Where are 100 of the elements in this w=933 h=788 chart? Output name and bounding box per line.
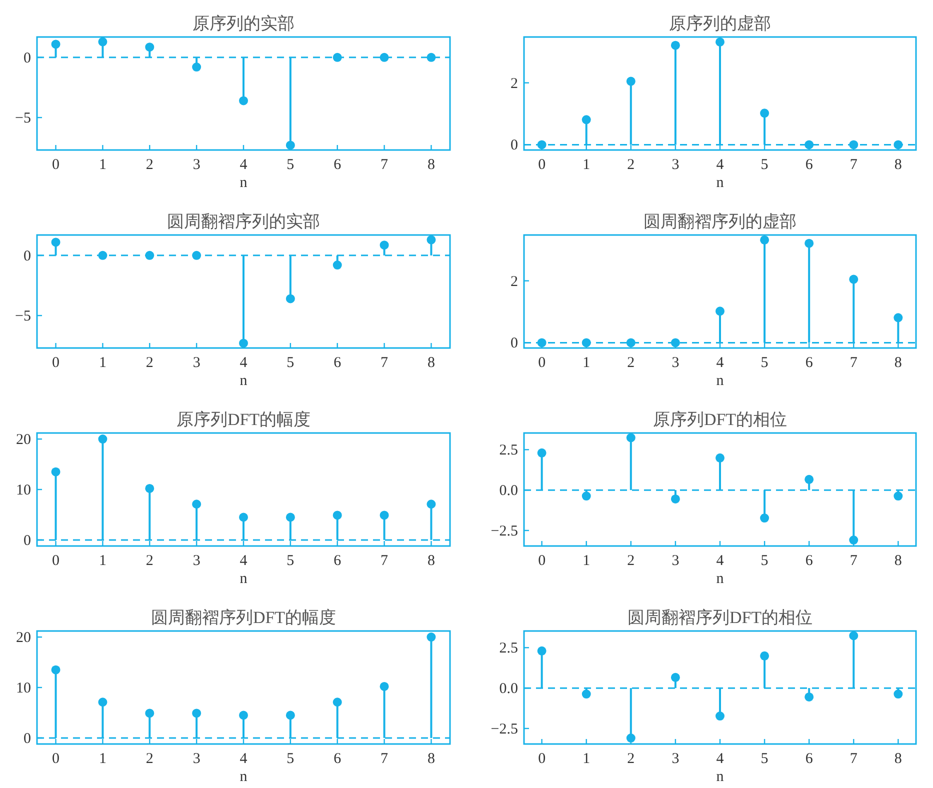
x-tick-label: 1	[582, 157, 590, 173]
x-tick-label: 8	[894, 553, 902, 569]
x-tick-label: 0	[538, 553, 546, 569]
x-tick-label: 1	[98, 157, 106, 173]
y-tick-label: 2.5	[499, 442, 518, 459]
x-tick-label: 3	[192, 751, 200, 767]
y-tick-label: −2.5	[490, 721, 518, 738]
x-tick-label: 6	[334, 751, 342, 767]
x-tick-label: 0	[52, 157, 60, 173]
x-axis-title: n	[240, 571, 248, 587]
x-tick-label: 8	[894, 751, 902, 767]
chart-title: 原序列DFT的幅度	[176, 410, 311, 429]
x-tick-label: 3	[672, 553, 680, 569]
x-tick-label: 5	[286, 553, 294, 569]
x-tick-label: 7	[850, 751, 858, 767]
y-tick-label: 2.5	[499, 640, 518, 657]
x-tick-label: 7	[380, 553, 389, 569]
x-tick-label: 0	[538, 157, 546, 173]
x-tick-label: 6	[805, 553, 814, 569]
x-tick-label: 7	[380, 355, 389, 371]
x-tick-label: 5	[286, 355, 294, 371]
x-tick-label: 8	[427, 751, 435, 767]
y-tick-label: 20	[16, 630, 31, 646]
x-tick-label: 5	[760, 751, 768, 767]
y-tick-label: 0	[24, 730, 31, 747]
x-tick-label: 7	[850, 157, 858, 173]
x-tick-label: 7	[850, 553, 858, 569]
x-tick-label: 5	[286, 751, 294, 767]
x-tick-label: 0	[538, 355, 546, 371]
x-axis-title: n	[716, 373, 724, 389]
x-tick-label: 5	[286, 157, 294, 173]
y-tick-label: −5	[15, 110, 31, 127]
y-tick-label: 0	[24, 532, 31, 549]
x-tick-label: 6	[805, 751, 814, 767]
x-tick-label: 2	[146, 157, 154, 173]
x-tick-label: 0	[538, 751, 546, 767]
x-axis-title: n	[716, 571, 724, 587]
x-tick-label: 8	[427, 355, 435, 371]
x-tick-label: 0	[52, 553, 60, 569]
x-tick-label: 3	[672, 751, 680, 767]
y-tick-label: 0.0	[499, 483, 518, 500]
x-axis-title: n	[716, 769, 724, 785]
x-axis-title: n	[240, 769, 248, 785]
chart-title: 圆周翻褶序列的虚部	[644, 212, 796, 231]
x-tick-label: 2	[627, 751, 635, 767]
x-tick-label: 1	[98, 751, 106, 767]
x-tick-label: 5	[760, 553, 768, 569]
chart-title: 原序列的虚部	[669, 14, 771, 33]
x-tick-label: 7	[850, 355, 858, 371]
x-tick-label: 6	[334, 355, 342, 371]
y-tick-label: 2	[510, 274, 518, 290]
x-tick-label: 2	[146, 355, 154, 371]
x-tick-label: 3	[672, 355, 680, 371]
x-tick-label: 2	[146, 751, 154, 767]
x-tick-label: 2	[627, 157, 635, 173]
x-tick-label: 2	[146, 553, 154, 569]
x-tick-label: 6	[805, 157, 814, 173]
x-tick-label: 4	[716, 157, 724, 173]
x-tick-label: 7	[380, 751, 389, 767]
x-axis-title: n	[716, 175, 724, 191]
x-tick-label: 4	[240, 751, 248, 767]
y-tick-label: 10	[16, 680, 31, 696]
x-tick-label: 7	[380, 157, 389, 173]
x-tick-label: 4	[716, 553, 724, 569]
x-tick-label: 8	[894, 157, 902, 173]
x-tick-label: 5	[760, 355, 768, 371]
y-tick-label: −5	[15, 308, 31, 325]
x-tick-label: 0	[52, 355, 60, 371]
x-tick-label: 3	[192, 157, 200, 173]
x-tick-label: 1	[582, 355, 590, 371]
x-tick-label: 6	[334, 553, 342, 569]
y-tick-label: 20	[16, 432, 31, 448]
y-tick-label: 0	[24, 248, 31, 264]
x-axis-title: n	[240, 175, 248, 191]
x-tick-label: 4	[240, 553, 248, 569]
x-tick-label: 0	[52, 751, 60, 767]
x-tick-label: 1	[582, 751, 590, 767]
x-tick-label: 3	[192, 355, 200, 371]
x-tick-label: 4	[240, 355, 248, 371]
x-tick-label: 1	[582, 553, 590, 569]
chart-title: 原序列的实部	[192, 14, 294, 33]
y-tick-label: 0	[510, 138, 518, 154]
y-tick-label: −2.5	[490, 523, 518, 540]
x-tick-label: 6	[805, 355, 814, 371]
y-tick-label: 2	[510, 76, 518, 92]
y-tick-label: 0.0	[499, 681, 518, 698]
x-tick-label: 8	[427, 157, 435, 173]
x-tick-label: 6	[334, 157, 342, 173]
y-tick-label: 0	[510, 336, 518, 352]
x-tick-label: 4	[240, 157, 248, 173]
x-axis-title: n	[240, 373, 248, 389]
x-tick-label: 1	[98, 355, 106, 371]
chart-title: 圆周翻褶序列DFT的幅度	[150, 608, 336, 627]
chart-title: 圆周翻褶序列的实部	[167, 212, 320, 231]
x-tick-label: 2	[627, 553, 635, 569]
x-tick-label: 5	[760, 157, 768, 173]
chart-title: 原序列DFT的相位	[652, 410, 788, 429]
x-tick-label: 1	[98, 553, 106, 569]
chart-title: 圆周翻褶序列DFT的相位	[627, 608, 813, 627]
x-tick-label: 4	[716, 751, 724, 767]
